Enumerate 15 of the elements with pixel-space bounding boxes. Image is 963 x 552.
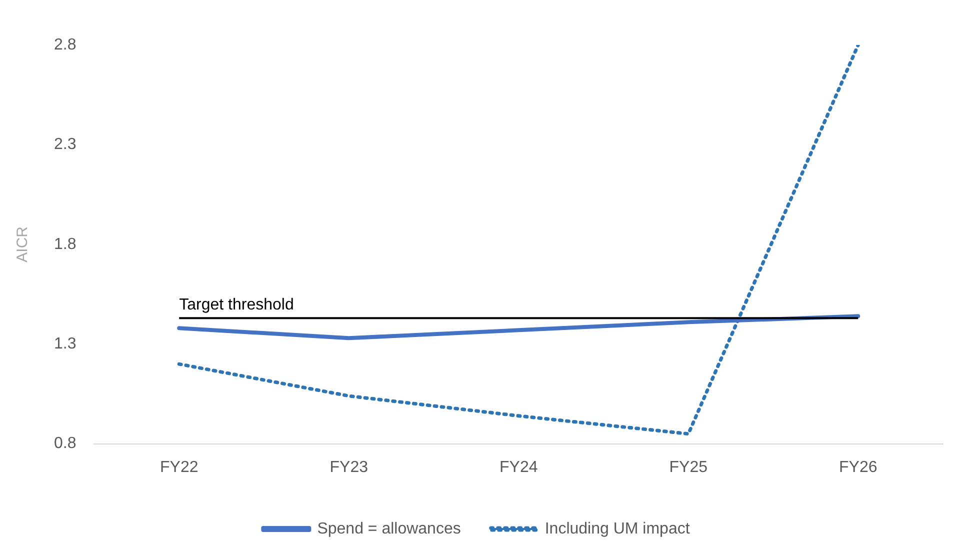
x-tick-label: FY25 bbox=[669, 458, 708, 476]
x-tick-label: FY26 bbox=[839, 458, 878, 476]
line-series bbox=[177, 45, 860, 436]
legend-label: Including UM impact bbox=[544, 520, 690, 538]
y-axis-title: AICR bbox=[14, 226, 32, 262]
x-tick-label: FY22 bbox=[160, 458, 198, 476]
y-tick-label: 1.3 bbox=[54, 336, 76, 353]
legend-label: Spend = allowances bbox=[317, 520, 461, 538]
y-tick-label: 2.3 bbox=[54, 136, 76, 154]
y-tick-label: 0.8 bbox=[54, 435, 76, 452]
x-tick-label: FY24 bbox=[499, 458, 538, 476]
y-tick-label: 1.8 bbox=[54, 236, 76, 253]
x-tick-label: FY23 bbox=[330, 458, 368, 476]
ref-line-label: Target threshold bbox=[179, 296, 294, 314]
y-tick-label: 2.8 bbox=[54, 36, 76, 54]
